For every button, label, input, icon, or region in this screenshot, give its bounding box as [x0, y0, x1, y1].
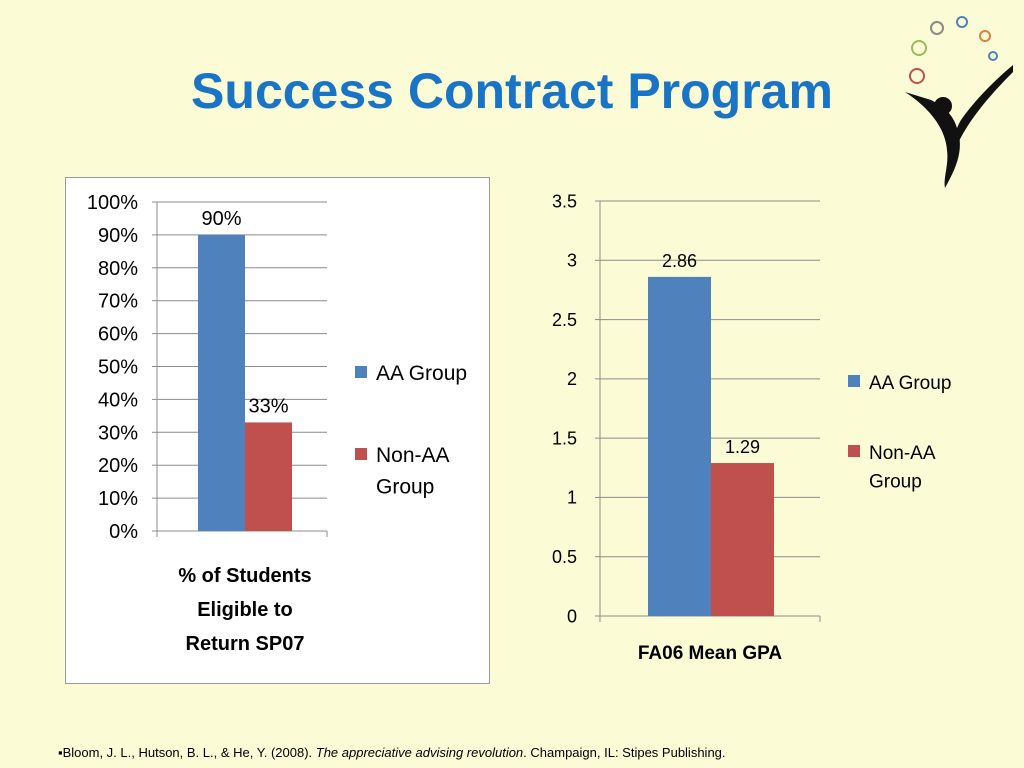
legend-label-non-aa: Non-AA [376, 444, 450, 467]
bar-aa-group [198, 234, 245, 531]
y-tick-label: 80% [98, 258, 138, 280]
citation-publisher: . Champaign, IL: Stipes Publishing. [523, 745, 726, 760]
legend-swatch-aa [848, 375, 860, 387]
citation-work: The appreciative advising revolution [315, 745, 524, 760]
legend-label-aa: AA Group [869, 373, 951, 394]
legend-label-non-aa: Non-AA [869, 443, 936, 464]
bar-aa-group [648, 276, 711, 616]
legend-swatch-non-aa [355, 448, 367, 460]
y-tick-label: 10% [98, 488, 138, 510]
legend-label-non-aa-cont: Group [869, 472, 922, 493]
citation-authors: Bloom, J. L., Hutson, B. L., & He, Y. (2… [62, 745, 316, 760]
y-tick-label: 2.5 [552, 310, 577, 330]
y-tick-label: 0% [109, 521, 138, 543]
y-tick-label: 1.5 [552, 428, 577, 448]
bar-non-aa-group [245, 422, 292, 531]
data-label: 2.86 [662, 251, 697, 271]
legend-label-non-aa-cont: Group [376, 476, 434, 499]
x-category-label: % of Students [178, 565, 311, 587]
y-tick-label: 40% [98, 389, 138, 411]
citation: ▪Bloom, J. L., Hutson, B. L., & He, Y. (… [58, 745, 726, 760]
y-tick-label: 100% [87, 192, 138, 214]
legend-swatch-aa [355, 366, 367, 378]
data-label: 1.29 [725, 437, 760, 457]
x-category-label: FA06 Mean GPA [638, 643, 783, 664]
y-tick-label: 30% [98, 422, 138, 444]
y-tick-label: 0.5 [552, 547, 577, 567]
y-tick-label: 20% [98, 455, 138, 477]
y-tick-label: 90% [98, 225, 138, 247]
slide-title: Success Contract Program [191, 63, 833, 119]
y-tick-label: 0 [567, 606, 577, 626]
y-tick-label: 50% [98, 357, 138, 379]
legend-label-aa: AA Group [376, 362, 467, 385]
y-tick-label: 3 [567, 251, 577, 271]
x-category-label: Eligible to [197, 599, 293, 621]
y-tick-label: 70% [98, 291, 138, 313]
data-label: 33% [248, 395, 288, 417]
legend-swatch-non-aa [848, 445, 860, 457]
x-category-label: Return SP07 [186, 633, 305, 655]
citation-bullet: ▪ [58, 745, 63, 760]
data-label: 90% [201, 208, 241, 230]
y-tick-label: 1 [567, 488, 577, 508]
y-tick-label: 3.5 [552, 191, 577, 211]
y-tick-label: 2 [567, 369, 577, 389]
bar-non-aa-group [711, 463, 774, 616]
y-tick-label: 60% [98, 324, 138, 346]
logo-icon [905, 16, 1013, 188]
